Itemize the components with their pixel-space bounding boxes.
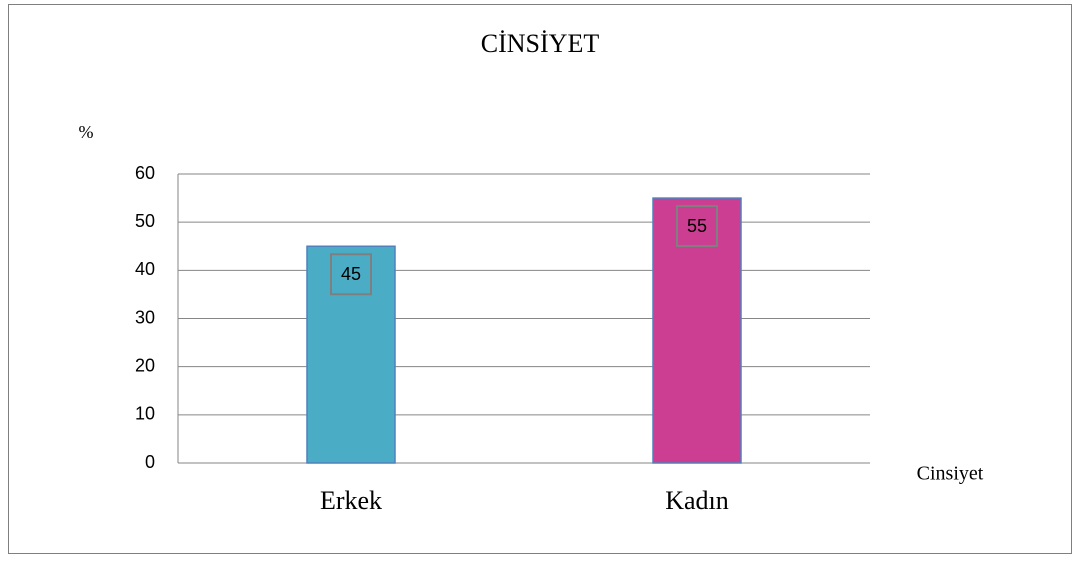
y-tick-label: 20 (135, 355, 155, 375)
bar (652, 197, 742, 464)
chart-border (8, 4, 1072, 554)
y-axis-label: % (79, 122, 94, 142)
chart-title: CİNSİYET (481, 29, 600, 58)
y-tick-label: 30 (135, 307, 155, 327)
y-tick-label: 40 (135, 259, 155, 279)
data-label-box (676, 205, 718, 248)
x-tick-label: Kadın (665, 486, 729, 515)
y-tick-label: 0 (145, 452, 155, 472)
x-tick-label: Erkek (320, 486, 382, 515)
x-axis-label: Cinsiyet (917, 463, 984, 485)
data-label: 45 (341, 264, 361, 284)
data-label: 55 (687, 216, 707, 236)
bar (306, 245, 396, 464)
y-tick-label: 50 (135, 211, 155, 231)
y-tick-label: 10 (135, 404, 155, 424)
y-tick-label: 60 (135, 163, 155, 183)
data-label-box (330, 253, 372, 296)
